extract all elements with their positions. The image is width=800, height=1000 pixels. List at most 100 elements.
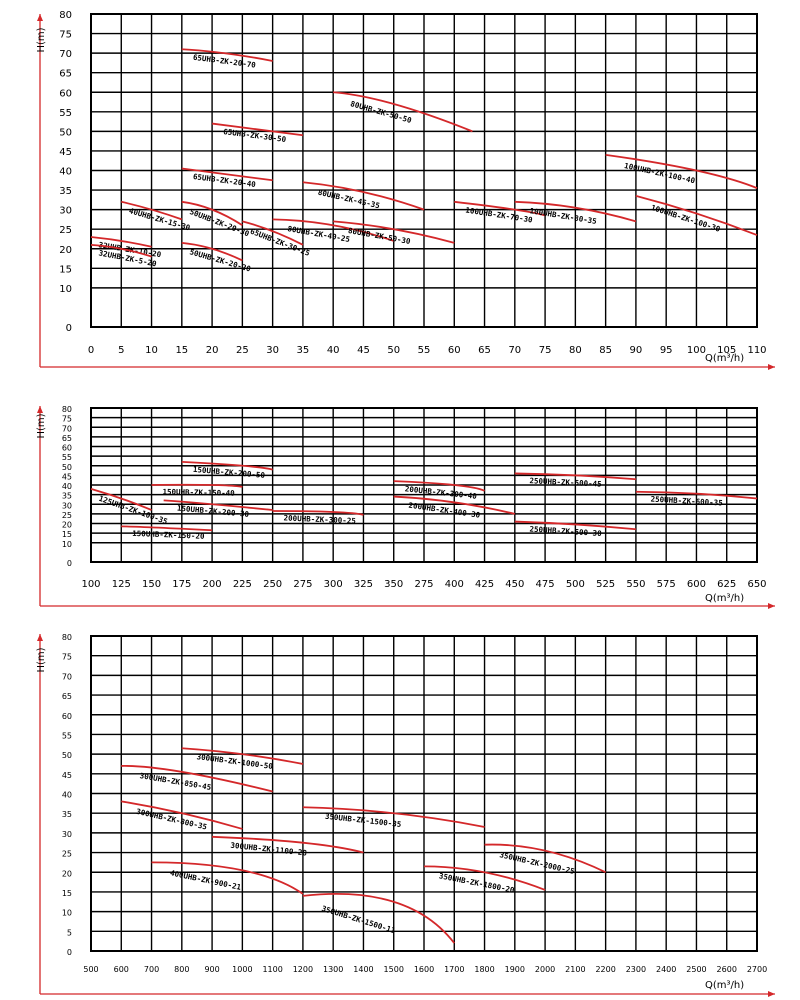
y-tick-label: 0 [66,323,72,334]
x-tick-label: 10 [145,345,158,356]
x-tick-label: 0 [88,345,94,356]
y-tick-label: 20 [62,521,72,530]
pump-curve [121,765,273,793]
pump-curve [302,806,485,828]
x-tick-label: 425 [475,579,494,590]
x-tick-label: 550 [626,579,645,590]
x-axis-arrowhead [768,603,775,609]
y-tick-label: 45 [62,472,72,481]
curve-label: 250UHB-ZK-600-35 [650,495,723,508]
y-tick-label: 50 [62,463,72,472]
x-tick-label: 1600 [414,965,434,974]
pump-curve [514,472,636,481]
y-tick-label: 65 [62,434,72,443]
y-tick-label: 80 [59,10,72,21]
pump-curve [514,200,637,223]
x-tick-label: 700 [144,965,159,974]
y-axis-arrowhead [37,634,43,641]
curve-label: 300UHB-ZK-1000-50 [196,752,274,771]
x-tick-label: 150 [142,579,161,590]
x-tick-label: 1400 [353,965,373,974]
x-tick-label: 5 [118,345,124,356]
pump-curve [151,483,243,488]
x-tick-label: 1900 [505,965,525,974]
pump-curve [121,200,183,221]
x-tick-label: 30 [266,345,279,356]
x-tick-label: 95 [660,345,673,356]
pump-curve [333,220,455,244]
pump-curve [423,865,546,891]
y-tick-label: 70 [62,672,72,681]
y-tick-label: 40 [62,482,72,491]
x-tick-label: 600 [687,579,706,590]
pump-curve [302,181,425,211]
y-axis-title: H(m) [36,647,47,672]
pump-curve [393,495,516,515]
pump-curve [484,843,607,874]
pump-curve [90,243,152,258]
x-tick-label: 25 [236,345,249,356]
x-tick-label: 1700 [444,965,464,974]
y-tick-label: 0 [67,948,72,957]
pump-curve [272,218,395,242]
x-tick-label: 75 [539,345,552,356]
x-tick-label: 60 [448,345,461,356]
y-tick-label: 55 [62,731,72,740]
pump-curve [333,91,473,133]
x-tick-label: 85 [599,345,612,356]
curve-label: 100UHB-ZK-70-30 [465,206,534,225]
x-tick-label: 900 [204,965,219,974]
x-tick-label: 70 [508,345,521,356]
x-tick-label: 1300 [323,965,343,974]
x-tick-label: 1000 [232,965,252,974]
y-tick-label: 50 [59,127,72,138]
y-tick-label: 35 [62,810,72,819]
y-tick-label: 25 [62,511,72,520]
y-tick-label: 80 [62,633,72,642]
pump-curve [121,525,213,532]
y-tick-label: 40 [62,791,72,800]
x-tick-label: 35 [297,345,310,356]
plot-frame [90,13,758,328]
y-tick-label: 30 [59,206,72,217]
x-tick-label: 1500 [384,965,404,974]
y-tick-label: 75 [62,653,72,662]
x-tick-label: 275 [293,579,312,590]
x-tick-label: 450 [505,579,524,590]
y-tick-label: 35 [59,186,72,197]
x-axis-title: Q(m³/h) [705,593,744,604]
y-tick-label: 40 [59,167,72,178]
pump-curve [151,861,304,895]
x-tick-label: 2300 [626,965,646,974]
pump-curve [163,499,273,511]
x-tick-label: 100 [687,345,706,356]
x-tick-label: 40 [327,345,340,356]
y-tick-label: 35 [62,492,72,501]
y-tick-label: 15 [62,530,72,539]
x-tick-label: 200 [203,579,222,590]
y-axis-arrowhead [37,14,43,21]
x-tick-label: 65 [478,345,491,356]
curve-label: 250UHB-ZK-500-45 [529,476,602,488]
x-tick-label: 2600 [717,965,737,974]
x-tick-label: 625 [717,579,736,590]
x-tick-label: 2100 [565,965,585,974]
x-tick-label: 100 [81,579,100,590]
x-axis-title: Q(m³/h) [705,353,744,364]
x-tick-label: 575 [657,579,676,590]
x-tick-label: 350 [384,579,403,590]
pump-curve [181,747,304,765]
x-tick-label: 1200 [293,965,313,974]
x-tick-label: 90 [630,345,643,356]
x-tick-label: 2000 [535,965,555,974]
x-tick-label: 80 [569,345,582,356]
x-tick-label: 250 [263,579,282,590]
x-tick-label: 50 [387,345,400,356]
chart-panel-1: 0 10 15 20 25 30 35 40 45 50 55 60 65 70 75 80 0 5 10 15 20 2… [36,10,775,370]
y-tick-label: 15 [59,264,72,275]
y-tick-label: 30 [62,830,72,839]
x-tick-label: 2500 [686,965,706,974]
curve-label: 200UHB-ZK-300-25 [283,513,356,525]
